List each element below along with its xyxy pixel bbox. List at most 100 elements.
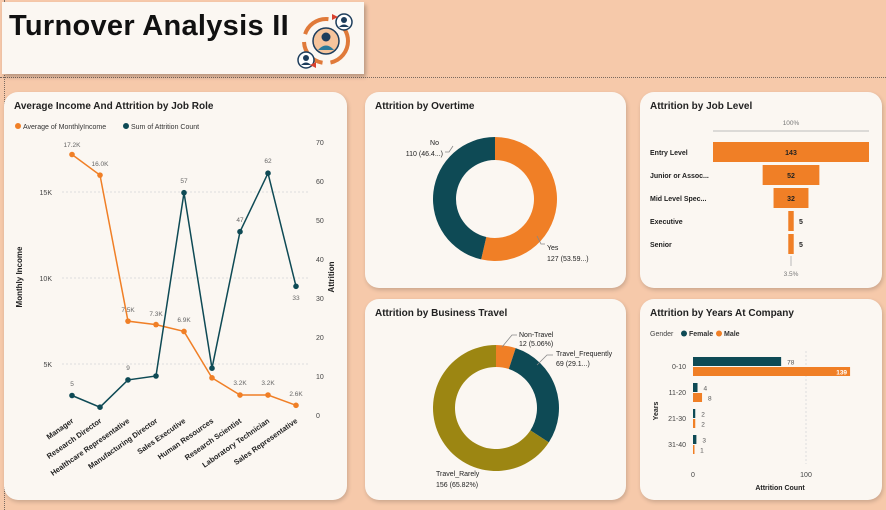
value-male-31-40: 1 — [700, 448, 704, 455]
value-female-11-20: 4 — [704, 386, 708, 393]
frequent-leader — [536, 354, 553, 366]
income-label-sales-exec: 6.9K — [177, 317, 191, 324]
attrition-label-research-scientist: 47 — [236, 217, 244, 224]
rarely-value: 156 (65.82%) — [436, 482, 478, 489]
income-point-manager — [69, 151, 75, 158]
years-category-11-20: 11-20 — [669, 390, 686, 397]
job-level-title: Attrition by Job Level — [650, 101, 753, 112]
attrition-point-manufacturing-director — [153, 373, 159, 379]
years-category-31-40: 31-40 — [668, 442, 686, 449]
rarely-label: Travel_Rarely — [436, 471, 480, 478]
funnel-label-entry-level: Entry Level — [650, 150, 688, 157]
years-category-21-30: 21-30 — [668, 416, 686, 423]
funnel-bar-entry-level — [713, 142, 869, 162]
bar-male-31-40 — [693, 445, 695, 454]
bar-female-31-40 — [693, 435, 697, 444]
bar-female-0-10 — [693, 357, 782, 366]
overtime-card: Attrition by Overtime No 110 (46.4...) Y… — [365, 92, 626, 288]
funnel-label-senior: Senior — [650, 242, 672, 249]
nontravel-value: 12 (5.06%) — [519, 341, 553, 348]
attrition-label-sales-rep: 33 — [292, 295, 300, 302]
overtime-title: Attrition by Overtime — [375, 101, 475, 112]
overtime-no-value: 110 (46.4...) — [406, 151, 443, 158]
business-travel-donut-chart: Non-Travel 12 (5.06%) Travel_Frequently … — [433, 332, 613, 489]
bar-female-11-20 — [693, 383, 698, 392]
attrition-point-human-resources — [209, 365, 215, 372]
business-travel-card: Attrition by Business Travel Non-Travel … — [365, 299, 626, 500]
attrition-label-lab-tech: 62 — [264, 158, 272, 165]
overtime-yes-value: 127 (53.59...) — [547, 256, 589, 263]
years-x-tick-100: 100 — [800, 472, 812, 479]
funnel-top-percent: 100% — [783, 120, 800, 127]
business-travel-title: Attrition by Business Travel — [375, 308, 508, 319]
left-tick-5k: 5K — [43, 362, 52, 369]
income-point-laboratory-technician — [265, 392, 271, 398]
funnel-bars: Entry Level 143 Junior or Assoc... 52 Mid Le… — [650, 142, 869, 254]
value-female-0-10: 78 — [787, 360, 795, 367]
slice-no — [433, 137, 495, 260]
income-label-manager: 17.2K — [64, 142, 82, 149]
income-point-research-director — [97, 172, 103, 178]
funnel-value-senior: 5 — [799, 242, 803, 249]
legend-male-marker — [716, 330, 722, 337]
legend-male-label: Male — [724, 331, 740, 338]
left-tick-10k: 10K — [40, 276, 53, 283]
attrition-label-manager: 5 — [70, 381, 74, 388]
attrition-point-laboratory-technician — [265, 170, 271, 176]
legend-income-label: Average of MonthlyIncome — [23, 124, 106, 131]
years-x-tick-0: 0 — [691, 472, 695, 479]
page-title: Turnover Analysis II — [9, 10, 289, 42]
nontravel-leader — [501, 334, 517, 348]
legend-attrition-label: Sum of Attrition Count — [131, 124, 199, 131]
turnover-logo-icon — [297, 13, 353, 69]
income-label-research-director: 16.0K — [92, 161, 110, 168]
income-point-manufacturing-director — [153, 321, 159, 328]
right-axis-ticks: 70 60 50 40 30 20 10 0 — [316, 140, 324, 420]
income-attrition-card: Average Income And Attrition by Job Role… — [4, 92, 347, 500]
overtime-no-leader — [445, 145, 454, 153]
attrition-series-points — [69, 170, 299, 411]
job-level-card: Attrition by Job Level 100% Entry Level 1… — [640, 92, 882, 288]
page-divider — [0, 77, 886, 78]
right-tick-10: 10 — [316, 374, 324, 381]
attrition-point-sales-representative — [293, 283, 299, 290]
left-tick-15k: 15K — [40, 190, 53, 197]
right-tick-0: 0 — [316, 413, 320, 420]
funnel-label-executive: Executive — [650, 219, 683, 226]
years-x-axis-label: Attrition Count — [755, 485, 805, 492]
attrition-point-sales-executive — [181, 189, 187, 196]
value-male-11-20: 8 — [708, 396, 712, 403]
overtime-donut-chart: No 110 (46.4...) Yes 127 (53.59...) — [406, 137, 589, 263]
years-company-card: Attrition by Years At Company Gender Fem… — [640, 299, 882, 500]
years-company-title: Attrition by Years At Company — [650, 308, 794, 319]
frequent-label: Travel_Frequently — [556, 351, 613, 358]
attrition-point-research-director — [97, 404, 103, 411]
income-label-sales-rep: 2.6K — [289, 391, 303, 398]
travel-slices — [433, 345, 559, 471]
years-category-0-10: 0-10 — [672, 364, 686, 371]
bar-male-21-30 — [693, 419, 696, 428]
funnel-value-entry-level: 143 — [785, 150, 797, 157]
gridlines — [62, 191, 308, 365]
funnel-bar-junior-or-assoc — [762, 165, 820, 185]
attrition-point-research-scientist — [237, 228, 243, 235]
title-card: Turnover Analysis II — [2, 2, 364, 74]
bar-male-0-10 — [693, 367, 851, 376]
job-level-funnel-chart: 100% Entry Level 143 Junior or Assoc... 52 M… — [650, 120, 869, 278]
legend-income-marker — [15, 123, 21, 129]
income-label-healthcare: 7.5K — [121, 307, 135, 314]
years-bars: 0-10 78 139 11-20 48 21-30 2 2 31-40 3 1 — [668, 357, 851, 455]
frequent-value: 69 (29.1...) — [556, 361, 590, 368]
legend-female-label: Female — [689, 331, 713, 338]
nontravel-label: Non-Travel — [519, 332, 554, 339]
years-company-bar-chart: Gender Female Male Years 0-10 78 139 11-20 4… — [650, 330, 851, 492]
right-tick-60: 60 — [316, 179, 324, 186]
attrition-point-manager — [69, 392, 75, 399]
legend-female-marker — [681, 330, 687, 337]
value-male-0-10: 139 — [836, 370, 847, 377]
overtime-no-label: No — [430, 140, 439, 147]
right-axis-label: Attrition — [327, 261, 336, 292]
funnel-value-mid-level-spec: 32 — [787, 196, 795, 203]
overtime-slices — [433, 137, 557, 261]
